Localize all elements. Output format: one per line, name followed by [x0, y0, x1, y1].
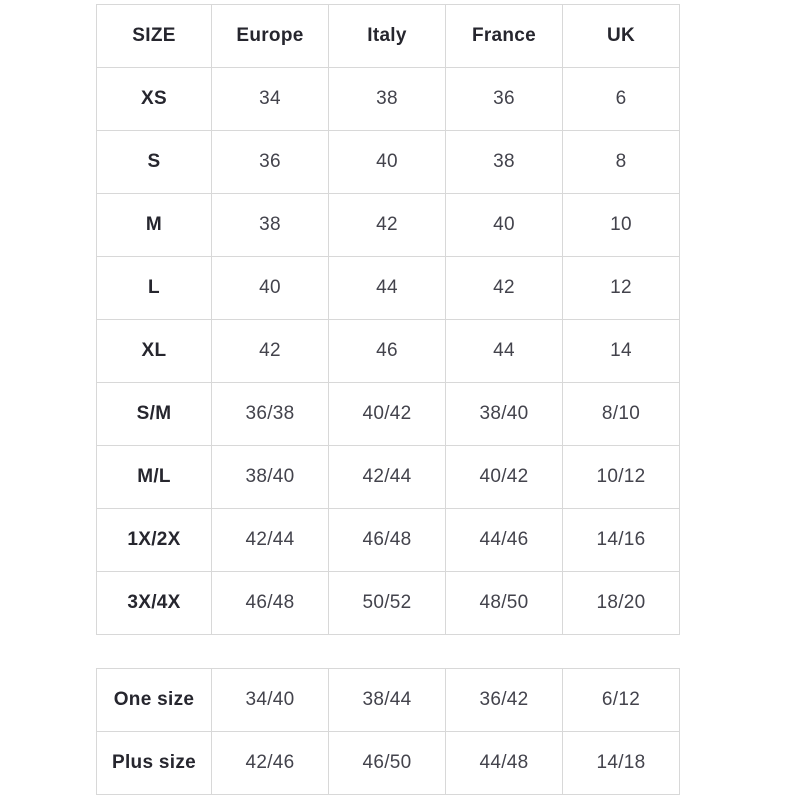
size-label-cell: 3X/4X [96, 571, 212, 635]
size-value-cell: 8/10 [562, 382, 680, 446]
size-label-cell: 1X/2X [96, 508, 212, 572]
size-value-cell: 10 [562, 193, 680, 257]
size-label-cell: M [96, 193, 212, 257]
size-value-cell: 42/44 [211, 508, 329, 572]
size-value-cell: 10/12 [562, 445, 680, 509]
table-row: XS 34 38 36 6 [96, 67, 680, 131]
size-label-cell: M/L [96, 445, 212, 509]
table-row: One size 34/40 38/44 36/42 6/12 [96, 668, 680, 732]
size-value-cell: 38/44 [328, 668, 446, 732]
table-row: S/M 36/38 40/42 38/40 8/10 [96, 382, 680, 446]
size-value-cell: 44 [328, 256, 446, 320]
special-size-table: One size 34/40 38/44 36/42 6/12 Plus size 42/4… [96, 668, 680, 795]
size-value-cell: 46/50 [328, 731, 446, 795]
size-value-cell: 38 [211, 193, 329, 257]
column-header: UK [562, 4, 680, 68]
size-value-cell: 38/40 [211, 445, 329, 509]
size-value-cell: 40 [328, 130, 446, 194]
table-row: M 38 42 40 10 [96, 193, 680, 257]
size-label-cell: XL [96, 319, 212, 383]
size-value-cell: 8 [562, 130, 680, 194]
table-row: S 36 40 38 8 [96, 130, 680, 194]
size-value-cell: 38 [445, 130, 563, 194]
size-value-cell: 14/16 [562, 508, 680, 572]
size-value-cell: 34 [211, 67, 329, 131]
size-value-cell: 36/38 [211, 382, 329, 446]
size-label-cell: S/M [96, 382, 212, 446]
size-value-cell: 38 [328, 67, 446, 131]
size-value-cell: 46 [328, 319, 446, 383]
size-value-cell: 38/40 [445, 382, 563, 446]
size-conversion-table-container: SIZE Europe Italy France UK XS 34 38 36 6 S 36 40 38 8… [96, 4, 680, 635]
special-size-table-container: One size 34/40 38/44 36/42 6/12 Plus size 42/4… [96, 668, 680, 795]
size-label-cell: L [96, 256, 212, 320]
size-value-cell: 36/42 [445, 668, 563, 732]
size-value-cell: 36 [211, 130, 329, 194]
column-header: SIZE [96, 4, 212, 68]
size-value-cell: 40/42 [328, 382, 446, 446]
size-conversion-table: SIZE Europe Italy France UK XS 34 38 36 6 S 36 40 38 8… [96, 4, 680, 635]
size-label-cell: S [96, 130, 212, 194]
size-value-cell: 44 [445, 319, 563, 383]
column-header: Europe [211, 4, 329, 68]
size-value-cell: 40/42 [445, 445, 563, 509]
size-value-cell: 42 [211, 319, 329, 383]
table-row: XL 42 46 44 14 [96, 319, 680, 383]
size-value-cell: 12 [562, 256, 680, 320]
table-row: Plus size 42/46 46/50 44/48 14/18 [96, 731, 680, 795]
size-label-cell: Plus size [96, 731, 212, 795]
size-label-cell: XS [96, 67, 212, 131]
table-row: L 40 44 42 12 [96, 256, 680, 320]
size-value-cell: 6/12 [562, 668, 680, 732]
size-value-cell: 42/44 [328, 445, 446, 509]
size-label-cell: One size [96, 668, 212, 732]
size-value-cell: 42 [445, 256, 563, 320]
size-value-cell: 44/48 [445, 731, 563, 795]
header-row: SIZE Europe Italy France UK [96, 4, 680, 68]
size-value-cell: 42 [328, 193, 446, 257]
size-value-cell: 48/50 [445, 571, 563, 635]
size-value-cell: 34/40 [211, 668, 329, 732]
size-value-cell: 40 [445, 193, 563, 257]
size-value-cell: 44/46 [445, 508, 563, 572]
size-value-cell: 40 [211, 256, 329, 320]
size-value-cell: 46/48 [211, 571, 329, 635]
table-row: 1X/2X 42/44 46/48 44/46 14/16 [96, 508, 680, 572]
size-value-cell: 18/20 [562, 571, 680, 635]
size-value-cell: 14/18 [562, 731, 680, 795]
size-value-cell: 50/52 [328, 571, 446, 635]
size-value-cell: 14 [562, 319, 680, 383]
size-value-cell: 46/48 [328, 508, 446, 572]
size-value-cell: 42/46 [211, 731, 329, 795]
size-value-cell: 6 [562, 67, 680, 131]
column-header: France [445, 4, 563, 68]
column-header: Italy [328, 4, 446, 68]
table-row: M/L 38/40 42/44 40/42 10/12 [96, 445, 680, 509]
table-row: 3X/4X 46/48 50/52 48/50 18/20 [96, 571, 680, 635]
size-value-cell: 36 [445, 67, 563, 131]
